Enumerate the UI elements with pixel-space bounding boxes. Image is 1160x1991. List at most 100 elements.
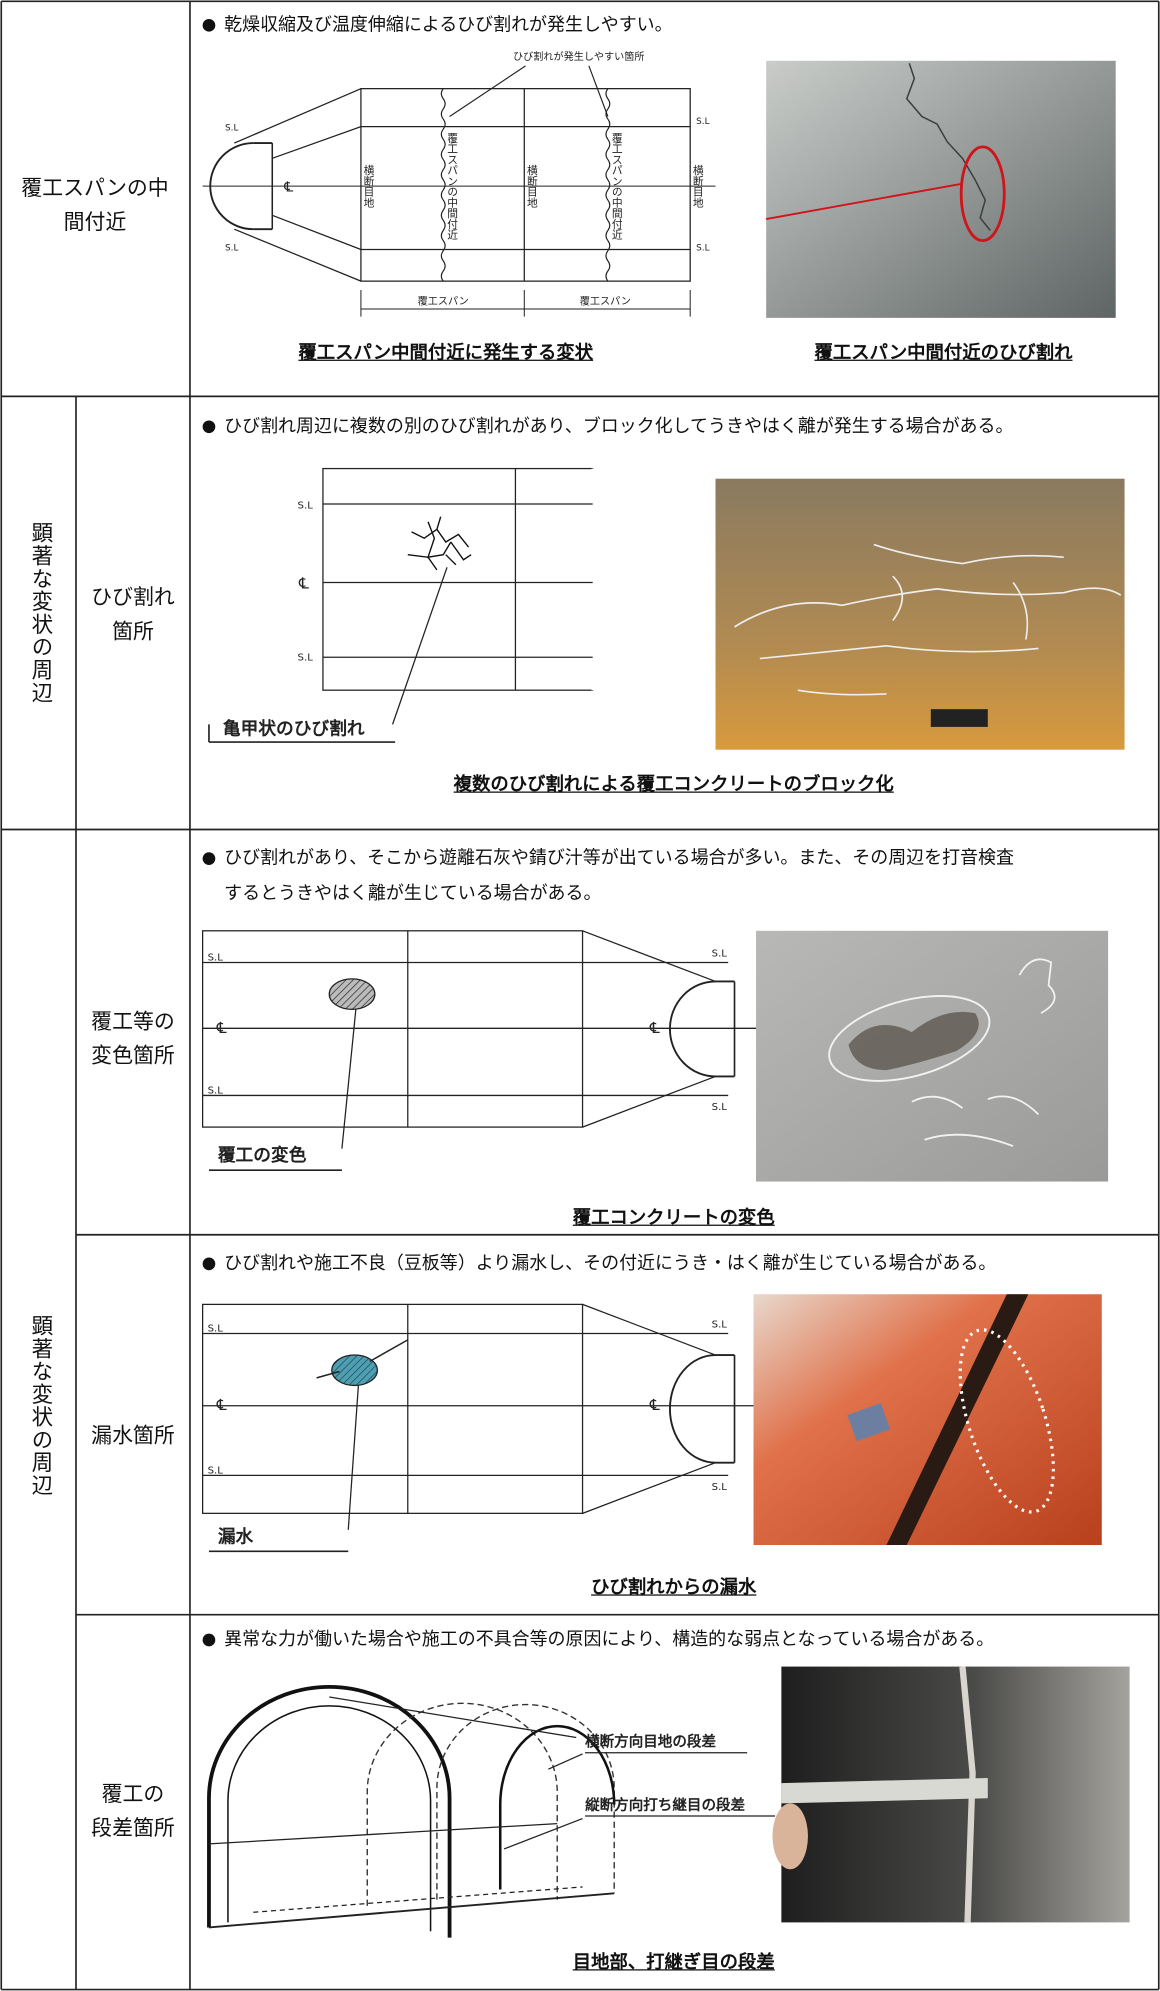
- diagram-label: 覆工スパンの中間付近: [446, 132, 459, 240]
- portal-arch: [668, 1354, 716, 1464]
- drawing-line: [582, 930, 716, 983]
- group-label: 顕著な変状の周辺: [26, 521, 52, 705]
- diagram-label: 覆工の変色: [218, 1144, 307, 1166]
- drawing-line: [329, 1696, 577, 1739]
- photo-crack: [905, 63, 991, 231]
- bullet-text: 異常な力が働いた場合や施工の不具合等の原因により、構造的な弱点となっている場合が…: [224, 1629, 995, 1651]
- caption: 覆工スパン中間付近に発生する変状: [298, 343, 594, 364]
- drawing-line: [208, 1822, 558, 1845]
- bullet-dot: [202, 420, 216, 434]
- cell-label: 覆工等の 変色箇所: [85, 1004, 181, 1072]
- cell-label-line: 覆工等の: [91, 1009, 175, 1034]
- diagram-label: S.L: [208, 1323, 224, 1334]
- turtle-crack: [407, 516, 472, 571]
- drawing-line: [503, 1817, 583, 1850]
- diagram-label: S.L: [712, 1320, 728, 1331]
- stain-mark: [331, 1354, 379, 1387]
- photo-light: [930, 709, 988, 727]
- drawing-line: [341, 1009, 357, 1149]
- bullet-text: するとうきやはく離が生じている場合がある。: [224, 883, 602, 905]
- diagram-label: S.L: [696, 117, 709, 127]
- diagram-label: ひび割れが発生しやすい箇所: [513, 50, 645, 63]
- diagram-label: S.L: [298, 652, 314, 663]
- diagram-label: 横断目地: [526, 164, 539, 208]
- diagram-label: S.L: [208, 1465, 224, 1476]
- tunnel-arch: [207, 1684, 452, 1938]
- lining-plan: [360, 88, 691, 282]
- diagram-label: 横断目地: [363, 164, 376, 208]
- crack-line: [605, 88, 611, 282]
- diagram-label: 漏水: [218, 1525, 254, 1547]
- bullet-dot: [202, 18, 216, 32]
- photo-joint: [959, 1666, 976, 1923]
- drawing-line: [582, 1303, 716, 1356]
- diagram-label: ℄: [649, 1019, 660, 1037]
- caption: 覆工スパン中間付近のひび割れ: [814, 343, 1073, 364]
- drawing-line: [582, 1075, 716, 1128]
- photo-mark: [766, 182, 963, 221]
- photo-chalk: [734, 543, 1122, 696]
- cell-label: 覆工スパンの中 間付近: [13, 171, 178, 239]
- drawing-line: [234, 88, 362, 144]
- drawing-line: [208, 1892, 615, 1929]
- cell-label: ひび割れ 箇所: [85, 580, 181, 648]
- cell-label: 漏水箇所: [85, 1418, 181, 1452]
- drawing-line: [582, 1462, 716, 1514]
- diagram-label: 覆工スパンの中間付近: [611, 132, 624, 240]
- drawing-line: [449, 65, 526, 117]
- caption: 目地部、打継ぎ目の段差: [572, 1952, 775, 1974]
- cell-label-line: 覆工の: [101, 1781, 165, 1806]
- photo-tape: [781, 1778, 988, 1804]
- diagram-label: S.L: [696, 244, 709, 254]
- drawing-line: [234, 228, 362, 282]
- bullet-dot: [202, 1633, 216, 1647]
- bullet-text: 乾燥収縮及び温度伸縮によるひび割れが発生しやすい。: [224, 15, 673, 36]
- cell-label-line: 変色箇所: [91, 1043, 175, 1068]
- caption: ひび割れからの漏水: [591, 1577, 757, 1599]
- photo-fixture: [847, 1403, 891, 1442]
- caption: 複数のひび割れによる覆工コンクリートのブロック化: [453, 775, 894, 796]
- cell-label-line: 段差箇所: [91, 1816, 175, 1841]
- diagram-label: ℄: [216, 1019, 227, 1037]
- drawing-line: [347, 1385, 360, 1530]
- stain-mark: [328, 978, 376, 1010]
- bullet-text: ひび割れがあり、そこから遊離石灰や錆び汁等が出ている場合が多い。また、その周辺を…: [224, 848, 1014, 869]
- drawing-line: [391, 567, 448, 725]
- drawing-line: [272, 214, 362, 251]
- tunnel-arch: [436, 1703, 615, 1900]
- bullet-dot: [202, 1257, 216, 1271]
- photo-mark: [958, 1328, 1055, 1514]
- photo-stain: [848, 1011, 979, 1071]
- diagram-label: S.L: [712, 1102, 728, 1113]
- diagram-label: 覆工スパン: [418, 295, 469, 307]
- diagram-label: ℄: [298, 574, 309, 592]
- photo: [766, 60, 1116, 318]
- diagram-label: S.L: [225, 123, 238, 133]
- diagram-label: S.L: [298, 500, 314, 511]
- tunnel-arch: [227, 1705, 432, 1932]
- cell-label-line: 間付近: [63, 210, 127, 235]
- diagram-label: 縦断方向打ち継目の段差: [585, 1796, 745, 1814]
- diagram-label: S.L: [225, 244, 238, 254]
- photo-hand: [772, 1803, 808, 1870]
- cell-label: 覆工の 段差箇所: [85, 1777, 181, 1845]
- cell-label-line: 覆工スパンの中: [21, 176, 169, 201]
- leak-line: [369, 1339, 409, 1363]
- group-label: 顕著な変状の周辺: [26, 1314, 52, 1497]
- crack-line: [440, 88, 446, 282]
- photo: [715, 478, 1125, 750]
- diagram-label: S.L: [208, 1085, 224, 1096]
- diagram-label: 横断目地: [692, 164, 705, 208]
- portal-arch: [668, 980, 716, 1078]
- caption: 覆工コンクリートの変色: [572, 1208, 775, 1229]
- diagram-label: ℄: [649, 1396, 660, 1414]
- drawing-line: [548, 1753, 583, 1770]
- photo: [753, 1294, 1102, 1546]
- photo-pipe: [886, 1294, 1029, 1546]
- drawing-line: [253, 1886, 583, 1913]
- drawing-line: [272, 126, 362, 159]
- diagram-label: 亀甲状のひび割れ: [223, 717, 365, 739]
- diagram-label: ℄: [283, 179, 293, 195]
